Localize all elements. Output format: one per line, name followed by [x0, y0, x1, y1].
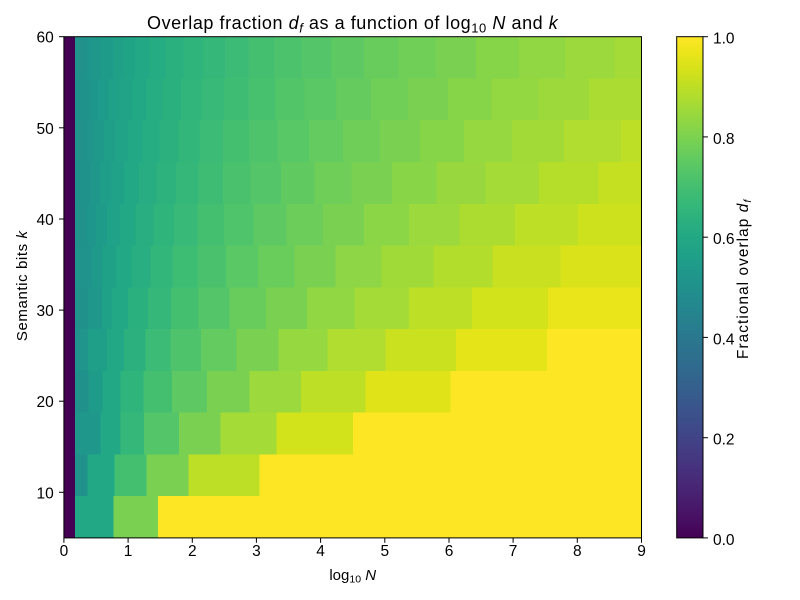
svg-text:0.0: 0.0: [713, 532, 735, 549]
svg-text:0.6: 0.6: [713, 231, 735, 248]
svg-text:20: 20: [37, 394, 55, 411]
svg-text:1: 1: [124, 543, 133, 560]
svg-text:30: 30: [37, 303, 55, 320]
svg-text:0.2: 0.2: [713, 432, 735, 449]
svg-text:1.0: 1.0: [713, 31, 735, 48]
svg-text:Overlap fraction df as a funct: Overlap fraction df as a function of log…: [147, 13, 559, 36]
svg-text:9: 9: [637, 543, 646, 560]
svg-text:7: 7: [509, 543, 518, 560]
svg-text:0.4: 0.4: [713, 331, 735, 348]
svg-text:3: 3: [252, 543, 261, 560]
svg-text:5: 5: [380, 543, 389, 560]
svg-text:8: 8: [573, 543, 582, 560]
svg-text:4: 4: [316, 543, 325, 560]
svg-text:6: 6: [445, 543, 454, 560]
svg-text:log10 N: log10 N: [329, 567, 376, 586]
svg-text:Fractional overlap df: Fractional overlap df: [735, 199, 754, 359]
svg-text:10: 10: [37, 485, 55, 502]
svg-text:50: 50: [37, 121, 55, 138]
svg-text:0.8: 0.8: [713, 131, 735, 148]
svg-text:Semantic bits k: Semantic bits k: [14, 230, 31, 342]
svg-text:0: 0: [60, 543, 69, 560]
svg-text:40: 40: [37, 212, 55, 229]
svg-text:60: 60: [37, 30, 55, 47]
svg-text:2: 2: [188, 543, 197, 560]
